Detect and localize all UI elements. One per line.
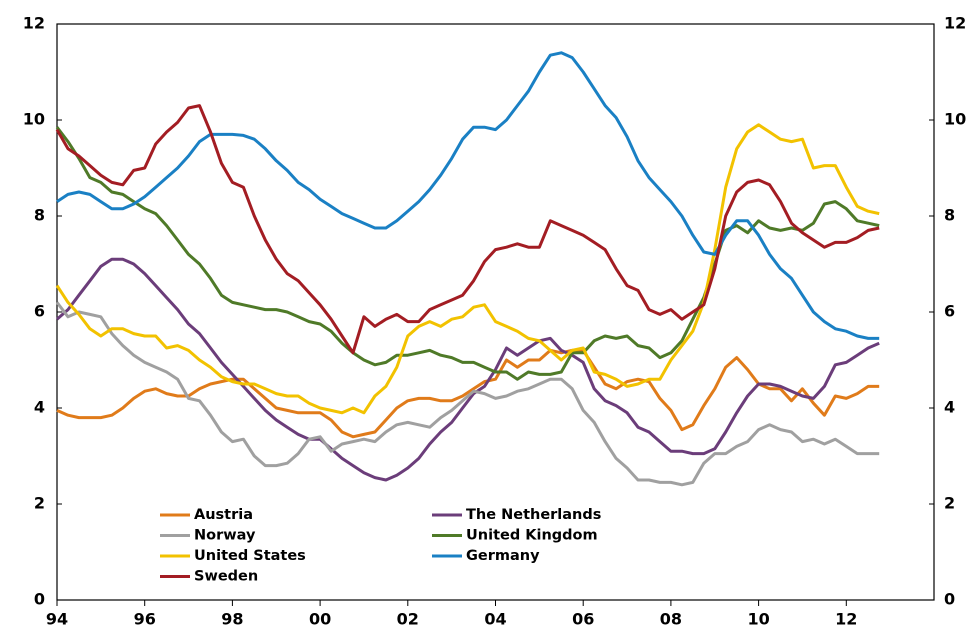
series-line (55, 301, 880, 487)
x-tick-label: 96 (134, 610, 156, 629)
legend-label: Norway (194, 528, 256, 544)
y2-tick-label: 4 (944, 398, 955, 417)
y-tick-label: 6 (34, 302, 45, 321)
y2-tick-label: 10 (944, 110, 966, 129)
series-line (56, 348, 880, 439)
y-tick-label: 10 (23, 110, 45, 129)
y2-tick-label: 0 (944, 590, 955, 609)
legend-label: Germany (466, 548, 540, 564)
y-tick-label: 0 (34, 590, 45, 609)
x-tick-label: 12 (835, 610, 857, 629)
y-tick-label: 12 (23, 14, 45, 33)
legend-label: United Kingdom (466, 528, 598, 544)
legend-label: Sweden (194, 569, 258, 585)
series-line (56, 257, 880, 482)
y2-tick-label: 2 (944, 494, 955, 513)
x-tick-label: 08 (660, 610, 682, 629)
series-line (56, 51, 880, 340)
legend-label: United States (194, 548, 306, 564)
series-line (55, 126, 880, 381)
x-tick-label: 00 (309, 610, 331, 629)
x-tick-label: 04 (484, 610, 506, 629)
x-tick-label: 98 (221, 610, 243, 629)
legend-label: Austria (194, 507, 253, 523)
series-line (55, 104, 880, 355)
x-tick-label: 02 (397, 610, 419, 629)
y2-tick-label: 12 (944, 14, 966, 33)
y2-tick-label: 6 (944, 302, 955, 321)
y-tick-label: 8 (34, 206, 45, 225)
x-tick-label: 06 (572, 610, 594, 629)
y-tick-label: 4 (34, 398, 45, 417)
x-tick-label: 94 (46, 610, 68, 629)
series-line (55, 123, 880, 415)
x-tick-label: 10 (747, 610, 769, 629)
y-tick-label: 2 (34, 494, 45, 513)
legend-label: The Netherlands (466, 507, 601, 523)
y2-tick-label: 8 (944, 206, 955, 225)
